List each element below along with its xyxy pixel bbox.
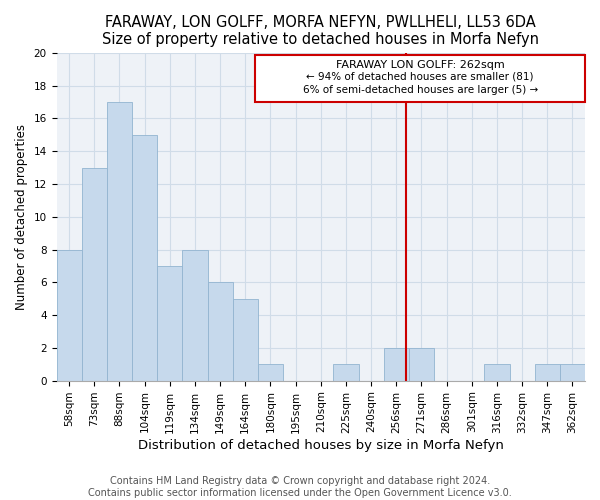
Text: 6% of semi-detached houses are larger (5) →: 6% of semi-detached houses are larger (5… xyxy=(302,86,538,96)
Text: ← 94% of detached houses are smaller (81): ← 94% of detached houses are smaller (81… xyxy=(307,72,534,82)
FancyBboxPatch shape xyxy=(256,55,585,102)
Bar xyxy=(182,250,208,380)
Bar xyxy=(258,364,283,380)
X-axis label: Distribution of detached houses by size in Morfa Nefyn: Distribution of detached houses by size … xyxy=(138,440,504,452)
Bar xyxy=(208,282,233,380)
Bar xyxy=(157,266,182,380)
Bar xyxy=(233,298,258,380)
Bar xyxy=(383,348,409,380)
Text: Contains HM Land Registry data © Crown copyright and database right 2024.
Contai: Contains HM Land Registry data © Crown c… xyxy=(88,476,512,498)
Bar xyxy=(409,348,434,380)
Bar xyxy=(484,364,509,380)
Bar xyxy=(56,250,82,380)
Bar xyxy=(132,134,157,380)
Bar xyxy=(334,364,359,380)
Title: FARAWAY, LON GOLFF, MORFA NEFYN, PWLLHELI, LL53 6DA
Size of property relative to: FARAWAY, LON GOLFF, MORFA NEFYN, PWLLHEL… xyxy=(102,15,539,48)
Y-axis label: Number of detached properties: Number of detached properties xyxy=(15,124,28,310)
Bar xyxy=(82,168,107,380)
Bar xyxy=(107,102,132,380)
Bar xyxy=(535,364,560,380)
Text: FARAWAY LON GOLFF: 262sqm: FARAWAY LON GOLFF: 262sqm xyxy=(336,60,505,70)
Bar xyxy=(560,364,585,380)
